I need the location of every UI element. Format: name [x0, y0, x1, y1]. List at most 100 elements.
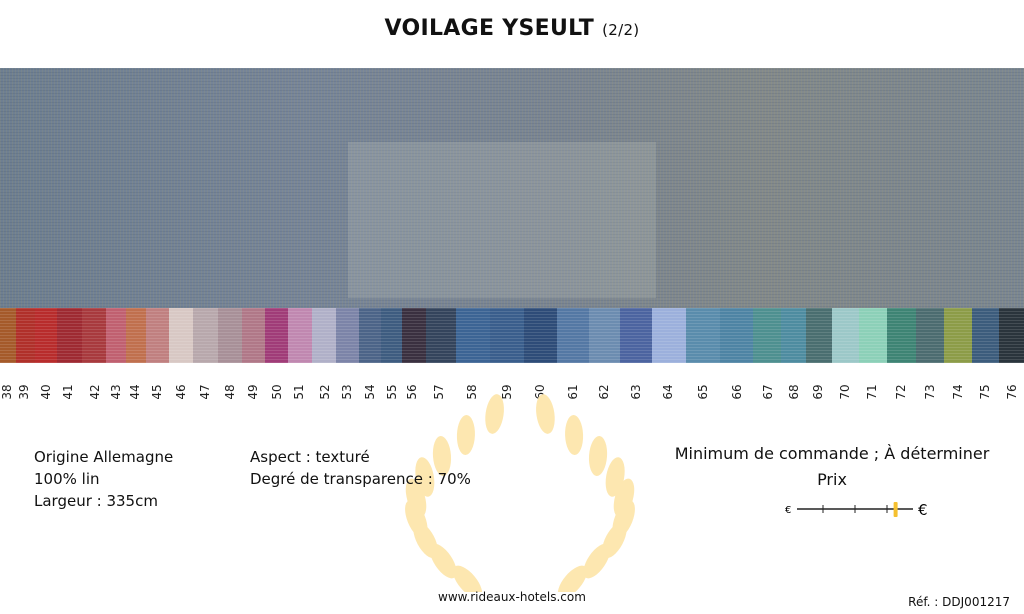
swatch-label: 44 [128, 384, 142, 400]
swatch-42 [81, 308, 106, 363]
order-info: Minimum de commande ; À déterminer Prix [640, 441, 1024, 493]
swatch-label: 72 [894, 384, 908, 400]
laurel-leaf [536, 394, 555, 434]
laurel-leaf [452, 565, 483, 592]
origin: Origine Allemagne [34, 448, 174, 466]
swatch-65 [685, 308, 720, 363]
laurel-leaf [485, 394, 504, 434]
price-scale: € € [785, 501, 928, 519]
reference-code: Réf. : DDJ001217 [908, 595, 1010, 609]
swatch-label: 51 [292, 384, 306, 400]
swatch-53 [336, 308, 359, 363]
laurel-wreath-logo [405, 394, 635, 592]
specs-left: Origine Allemagne 100% lin Largeur : 335… [34, 446, 173, 512]
swatch-66 [720, 308, 753, 363]
swatch-45 [146, 308, 169, 363]
swatch-46 [169, 308, 193, 363]
aspect: Aspect : texturé [250, 448, 370, 466]
swatch-55 [381, 308, 402, 363]
swatch-58 [455, 308, 490, 363]
laurel-leaf [565, 415, 584, 455]
fabric-width: Largeur : 335cm [34, 492, 158, 510]
swatch-label: 48 [223, 384, 237, 400]
swatch-label: 76 [1005, 384, 1019, 400]
price-low-symbol: € [785, 505, 791, 516]
composition: 100% lin [34, 470, 100, 488]
swatch-51 [288, 308, 312, 363]
swatch-49 [241, 308, 265, 363]
swatch-label: 53 [340, 384, 354, 400]
price-label: Prix [817, 470, 847, 489]
laurel-leaf [612, 500, 635, 538]
swatch-41 [57, 308, 82, 363]
swatch-label: 41 [61, 384, 75, 400]
laurel-leaf [557, 565, 588, 592]
minimum-order: Minimum de commande ; À déterminer [674, 444, 990, 463]
swatch-57 [425, 308, 456, 363]
swatch-61 [556, 308, 589, 363]
swatch-70 [831, 308, 859, 363]
swatch-69 [806, 308, 832, 363]
swatch-label: 46 [174, 384, 188, 400]
laurel-leaf [456, 415, 475, 455]
swatch-67 [752, 308, 781, 363]
swatch-label: 67 [761, 384, 775, 400]
swatch-52 [312, 308, 336, 363]
swatch-label: 68 [787, 384, 801, 400]
swatch-label: 38 [0, 384, 14, 400]
swatch-label: 52 [318, 384, 332, 400]
product-name: VOILAGE YSEULT [384, 16, 595, 41]
swatch-43 [105, 308, 126, 363]
page-indicator: (2/2) [602, 21, 640, 39]
swatch-label: 49 [246, 384, 260, 400]
swatch-59 [489, 308, 524, 363]
swatch-50 [265, 308, 288, 363]
swatch-44 [125, 308, 146, 363]
swatch-64 [652, 308, 686, 363]
swatch-40 [35, 308, 57, 363]
swatch-60 [523, 308, 557, 363]
swatch-label: 66 [730, 384, 744, 400]
swatch-38 [0, 308, 16, 363]
swatch-label: 45 [150, 384, 164, 400]
swatch-68 [781, 308, 806, 363]
swatch-76 [998, 308, 1024, 363]
swatch-label: 75 [978, 384, 992, 400]
swatch-label: 73 [923, 384, 937, 400]
specs-middle: Aspect : texturé Degré de transparence :… [250, 446, 471, 490]
laurel-leaf [605, 457, 625, 497]
swatch-label: 74 [951, 384, 965, 400]
laurel-leaf [432, 436, 452, 476]
swatch-label: 64 [661, 384, 675, 400]
swatch-label: 69 [811, 384, 825, 400]
swatch-label: 54 [363, 384, 377, 400]
swatch-47 [193, 308, 218, 363]
swatch-label: 43 [109, 384, 123, 400]
swatch-75 [971, 308, 999, 363]
laurel-leaf [415, 457, 435, 497]
swatch-label: 70 [838, 384, 852, 400]
swatch-56 [402, 308, 426, 363]
swatch-label: 39 [17, 384, 31, 400]
swatch-63 [620, 308, 652, 363]
transparency: Degré de transparence : 70% [250, 470, 471, 488]
website-link[interactable]: www.rideaux-hotels.com [438, 590, 586, 604]
swatch-73 [915, 308, 944, 363]
swatch-72 [886, 308, 916, 363]
page-title: VOILAGE YSEULT (2/2) [0, 16, 1024, 41]
swatch-label: 40 [39, 384, 53, 400]
laurel-leaf [588, 436, 608, 476]
price-high-symbol: € [918, 501, 928, 519]
swatch-label: 42 [88, 384, 102, 400]
swatch-62 [588, 308, 620, 363]
swatch-label: 47 [198, 384, 212, 400]
swatch-labels: 38 39 40 41 42 43 44 45 46 47 48 49 50 51 52 53 54 55 56 57… [0, 365, 1024, 399]
swatch-74 [944, 308, 972, 363]
swatch-48 [217, 308, 242, 363]
fabric-photo [0, 68, 1024, 310]
laurel-leaf [405, 500, 428, 538]
swatch-label: 50 [270, 384, 284, 400]
swatch-54 [358, 308, 381, 363]
color-swatches [0, 308, 1024, 363]
swatch-label: 71 [865, 384, 879, 400]
